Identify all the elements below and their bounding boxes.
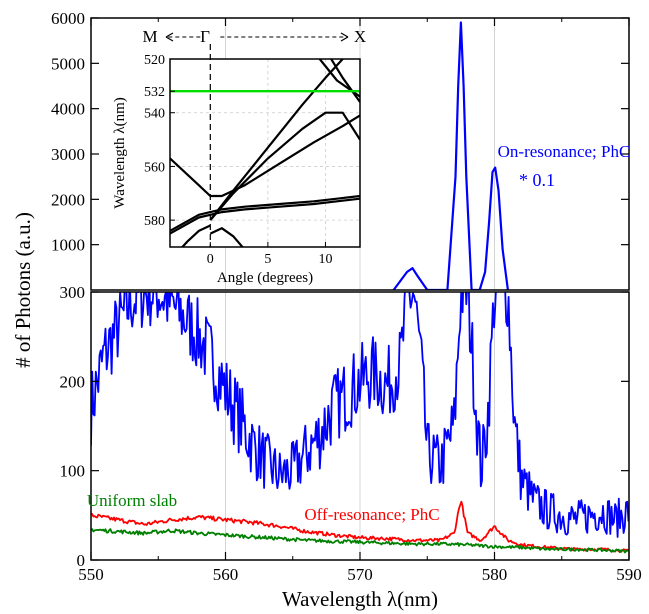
upper-panel-plot: [392, 21, 509, 290]
lower-panel-plot: [91, 292, 629, 554]
upper-series-line-0: [392, 21, 509, 290]
lower-ytick-label-3: 300: [60, 283, 86, 302]
inset-xtick-label-1: 5: [264, 252, 271, 267]
x-axis-title: Wavelength λ(nm): [282, 587, 438, 611]
inset-xtick-label-2: 10: [318, 252, 332, 267]
inset-x-axis-title: Angle (degrees): [217, 270, 313, 286]
inset-ytick-label-0: 520: [144, 53, 165, 68]
lower-series-line-0: [91, 292, 629, 538]
inset-label-x: X: [354, 27, 366, 46]
lower-ytick-label-2: 200: [60, 372, 86, 391]
inset-ytick-label-3: 560: [144, 160, 165, 175]
inset-xtick-label-0: 0: [207, 252, 214, 267]
inset-band-1: [170, 194, 360, 232]
lower-xtick-label-2: 570: [347, 565, 373, 584]
upper-ytick-label-3: 4000: [51, 100, 85, 119]
upper-ytick-label-1: 2000: [51, 190, 85, 209]
lower-panel-gridlines: [225, 292, 495, 560]
inset-band-8: [330, 59, 360, 103]
inset-band-3: [209, 59, 345, 221]
inset-ytick-label-1: 532: [144, 85, 165, 100]
lower-series-line-2: [91, 528, 629, 554]
lower-xtick-label-0: 550: [78, 565, 104, 584]
y-axis-title: # of Photons (a.u.): [11, 212, 35, 368]
upper-ytick-label-4: 5000: [51, 54, 85, 73]
inset-band-0: [170, 114, 360, 198]
inset-ytick-label-2: 540: [144, 107, 165, 122]
upper-ytick-label-0: 1000: [51, 236, 85, 255]
lower-ytick-label-0: 0: [77, 551, 86, 570]
inset-band-6: [180, 224, 211, 247]
inset-panel: 520 532 540 560 580 0 5 10 Angle (degrees) Wave…: [112, 27, 366, 286]
legend-label-uniform-slab: Uniform slab: [87, 491, 177, 510]
inset-direction-arrows: [165, 32, 349, 247]
arrow-to-m-head: [165, 32, 174, 42]
upper-ytick-label-5: 6000: [51, 9, 85, 28]
inset-band-4: [209, 111, 360, 221]
lower-panel-ticks: 0 100 200 300 550 560 570 580 590: [60, 283, 642, 584]
upper-panel-ticks: 1000 2000 3000 4000 5000 6000: [51, 9, 630, 255]
inset-y-axis-title: Wavelength λ(nm): [112, 97, 128, 208]
inset-ytick-label-4: 580: [144, 214, 165, 229]
legend-label-on-resonance: On-resonance; PhC: [498, 142, 631, 161]
inset-band-structure: [170, 59, 360, 247]
inset-band-5: [209, 227, 244, 247]
legend-label-off-resonance: Off-resonance; PhC: [304, 505, 439, 524]
arrow-to-x-head: [340, 32, 349, 42]
lower-ytick-label-1: 100: [60, 462, 86, 481]
inset-ticks: 520 532 540 560 580 0 5 10: [144, 53, 332, 267]
inset-label-m: M: [142, 27, 157, 46]
upper-ytick-label-2: 3000: [51, 145, 85, 164]
lower-xtick-label-4: 590: [616, 565, 642, 584]
inset-frame: [169, 58, 361, 248]
inset-band-2: [170, 197, 360, 235]
scale-note-label: * 0.1: [519, 170, 555, 190]
lower-xtick-label-1: 560: [213, 565, 239, 584]
lower-xtick-label-3: 580: [482, 565, 508, 584]
inset-label-gamma: Γ: [200, 27, 210, 46]
